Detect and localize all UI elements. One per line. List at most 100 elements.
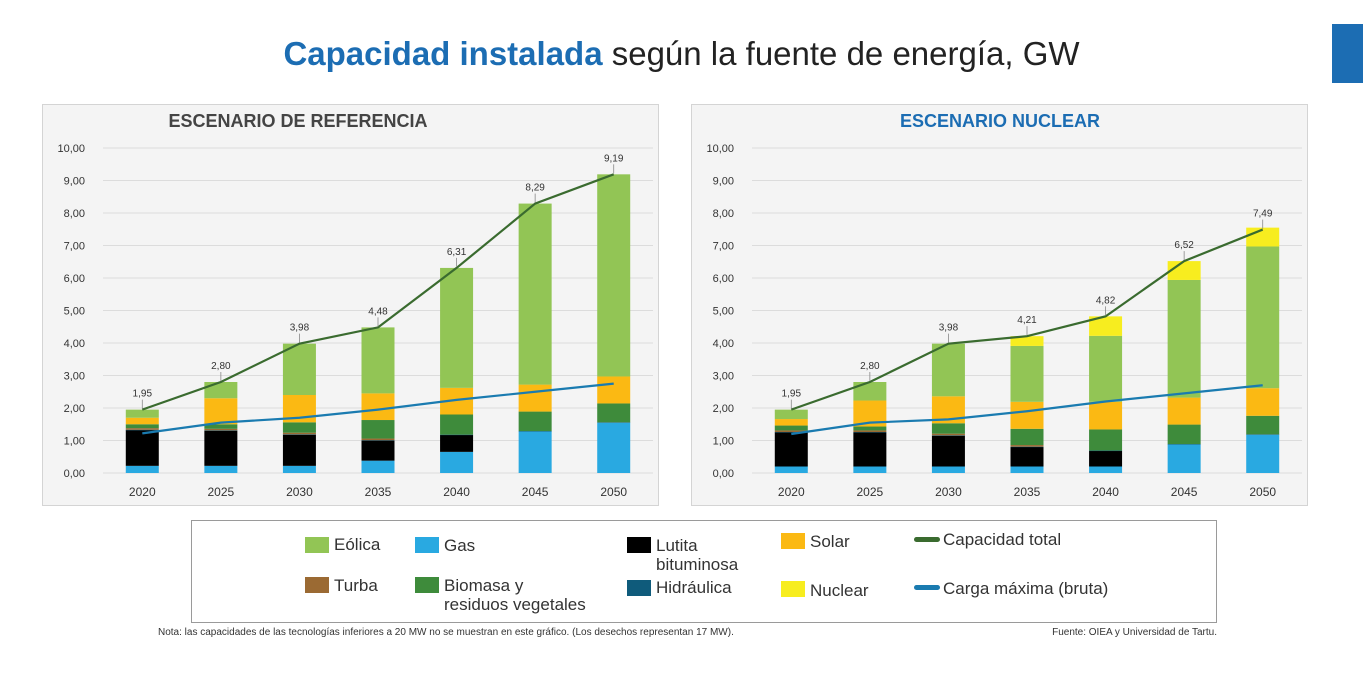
bar-segment-biomasa (1089, 429, 1123, 451)
bar-segment-gas (1089, 466, 1123, 473)
title-regular: según la fuente de energía, (602, 35, 1014, 72)
y-tick-label: 2,00 (713, 403, 734, 415)
bar-segment-biomasa (518, 411, 552, 432)
y-tick-label: 8,00 (64, 208, 85, 220)
title-bold: Capacidad instalada (283, 35, 603, 72)
legend-swatch-nuclear (781, 581, 805, 597)
line-capacidad_total (790, 228, 1264, 411)
bar-segment-gas (853, 466, 887, 473)
y-tick-label: 9,00 (713, 176, 734, 188)
bar-segment-gas (1246, 434, 1280, 473)
bar-segment-turba (204, 428, 238, 431)
bar-segment-solar (1246, 388, 1280, 416)
y-tick-label: 3,00 (64, 371, 85, 383)
x-tick-label: 2025 (208, 485, 235, 499)
x-tick-label: 2020 (778, 485, 805, 499)
bar-segment-hidraulica (361, 440, 395, 441)
legend-label-turba: Turba (334, 576, 378, 595)
bar-segment-biomasa (1010, 428, 1044, 446)
bar-segment-turba (125, 428, 159, 430)
legend-label-biomasa: Biomasa y residuos vegetales (444, 576, 586, 614)
bar-segment-biomasa (440, 414, 474, 435)
y-tick-label: 8,00 (713, 208, 734, 220)
x-tick-label: 2020 (129, 485, 156, 499)
bar-segment-nuclear (1010, 336, 1044, 346)
bar-segment-biomasa (931, 423, 965, 434)
x-tick-label: 2040 (443, 485, 470, 499)
bar-segment-nuclear (1089, 316, 1123, 336)
bar-segment-lutita (853, 432, 887, 467)
legend-label-carga-maxima: Carga máxima (bruta) (943, 579, 1109, 598)
bar-segment-eolica (361, 327, 395, 394)
bar-segment-solar (1167, 397, 1201, 425)
bar-segment-biomasa (282, 422, 316, 433)
chart-reference: ESCENARIO DE REFERENCIA 0,00 1,00 2,00 3,00 4… (57, 111, 653, 499)
bar-segment-hidraulica (282, 434, 316, 435)
data-label: 8,29 (525, 183, 545, 194)
bar-segment-biomasa (1246, 415, 1280, 435)
chart-panel-nuclear: ESCENARIO NUCLEAR 0,00 1,00 2,00 3,00 4,00 5,0… (691, 104, 1308, 506)
bar-segment-gas (931, 466, 965, 473)
bar-segment-hidraulica (1010, 446, 1044, 448)
bar-segment-turba (931, 433, 965, 436)
bar-segment-gas (361, 460, 395, 473)
x-tick-label: 2050 (1249, 485, 1276, 499)
bar-segment-eolica (1167, 279, 1201, 398)
bar-segment-solar (125, 417, 159, 425)
bar-segment-biomasa (1167, 424, 1201, 445)
bar-segment-biomasa (204, 424, 238, 429)
y-tick-label: 10,00 (57, 143, 85, 155)
accent-tab (1332, 24, 1363, 83)
bar-segment-turba (361, 438, 395, 441)
bar-segment-solar (597, 376, 631, 404)
legend-label-biomasa-line2: residuos vegetales (444, 595, 586, 614)
y-tick-label: 5,00 (713, 306, 734, 318)
bar-segment-hidraulica (1246, 434, 1280, 435)
bar-segment-gas (1167, 444, 1201, 473)
bar-segment-gas (518, 431, 552, 473)
bar-segment-turba (282, 432, 316, 435)
y-tick-label: 0,00 (64, 468, 85, 480)
data-label: 7,49 (1253, 209, 1273, 220)
bar-segment-biomasa (774, 425, 808, 431)
chart-panel-reference: ESCENARIO DE REFERENCIA 0,00 1,00 2,00 3,00 4… (42, 104, 659, 506)
y-tick-label: 4,00 (713, 338, 734, 350)
legend-label-lutita: Lutita bituminosa (656, 536, 738, 574)
legend-swatch-hidraulica (627, 580, 651, 596)
bar-segment-biomasa (597, 403, 631, 423)
bar-segment-lutita (125, 430, 159, 466)
bar-segment-lutita (361, 440, 395, 461)
bar-segment-eolica (597, 174, 631, 377)
bar-segment-lutita (1089, 450, 1123, 467)
bar-segment-eolica (1246, 246, 1280, 389)
bar-segment-hidraulica (204, 430, 238, 431)
bar-segment-biomasa (125, 424, 159, 429)
bar-segment-eolica (931, 343, 965, 397)
y-tick-label: 7,00 (64, 241, 85, 253)
legend-label-nuclear: Nuclear (810, 581, 869, 600)
data-label: 3,98 (290, 323, 310, 334)
bar-segment-eolica (125, 409, 159, 418)
y-tick-label: 1,00 (64, 436, 85, 448)
bar-segment-hidraulica (1089, 450, 1123, 452)
x-tick-label: 2025 (857, 485, 884, 499)
bar-segment-lutita (282, 434, 316, 466)
bar-segment-lutita (774, 432, 808, 467)
bar-segment-eolica (518, 203, 552, 385)
y-tick-label: 1,00 (713, 436, 734, 448)
y-tick-label: 9,00 (64, 176, 85, 188)
bar-segment-gas (774, 466, 808, 473)
bar-segment-eolica (853, 382, 887, 401)
bar-segment-solar (361, 393, 395, 421)
y-tick-label: 6,00 (713, 273, 734, 285)
source-note: Fuente: OIEA y Universidad de Tartu. (1052, 627, 1217, 638)
bar-segment-solar (1010, 401, 1044, 429)
bar-segment-biomasa (853, 426, 887, 431)
legend-swatch-lutita (627, 537, 651, 553)
legend-label-solar: Solar (810, 532, 850, 551)
bar-segment-lutita (440, 434, 474, 452)
x-tick-label: 2035 (365, 485, 392, 499)
legend-label-lutita-line2: bituminosa (656, 555, 739, 574)
bar-segment-hidraulica (1167, 444, 1201, 445)
data-label: 1,95 (782, 389, 802, 400)
